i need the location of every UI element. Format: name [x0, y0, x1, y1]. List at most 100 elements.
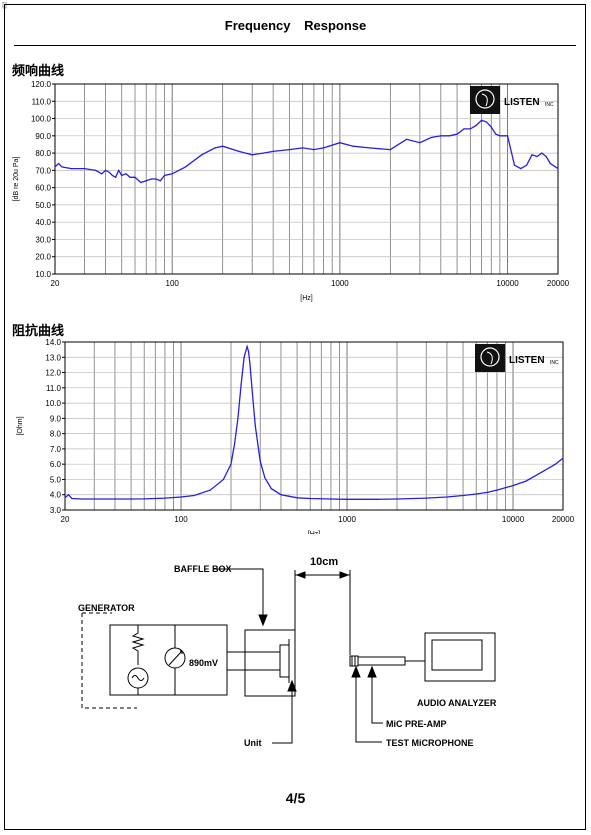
series-line	[64, 344, 564, 500]
data-point	[238, 150, 240, 152]
data-point	[163, 174, 166, 177]
y-tick-label: 10.0	[35, 270, 51, 279]
data-point	[456, 133, 458, 135]
impedance-section-label: 阻抗曲线	[12, 324, 65, 339]
data-point	[129, 176, 131, 178]
y-tick-label: 80.0	[35, 149, 51, 158]
data-point	[513, 164, 516, 166]
data-point	[475, 124, 477, 127]
listen-logo-icon	[475, 344, 505, 372]
plot-frame	[64, 341, 564, 511]
data-point	[339, 142, 341, 144]
data-point	[549, 162, 551, 165]
microphone-icon	[349, 655, 359, 667]
resistor-icon	[131, 625, 145, 665]
data-point	[246, 345, 248, 348]
page-frame	[4, 4, 586, 830]
data-point	[469, 128, 471, 130]
data-point	[405, 138, 408, 140]
y-tick-label: 12.0	[45, 369, 61, 378]
baffle-box	[244, 629, 296, 697]
data-point	[67, 494, 70, 496]
unit-arrow-head	[287, 679, 297, 692]
plot-area	[55, 84, 558, 274]
voltage-label: 890mV	[189, 658, 218, 668]
data-point	[114, 498, 116, 500]
listen-logo-text: LISTEN	[504, 97, 540, 108]
x-tick-label: 100	[166, 279, 180, 288]
y-tick-label: 3.0	[50, 506, 62, 515]
y-tick-label: 110.0	[32, 97, 52, 106]
data-point	[57, 162, 60, 165]
data-point	[155, 178, 157, 180]
data-point	[531, 154, 533, 156]
y-tick-label: 120.0	[31, 80, 52, 89]
x-tick-label: 20	[51, 279, 60, 288]
data-point	[440, 135, 442, 137]
data-point	[71, 497, 73, 500]
x-tick-label: 20000	[552, 515, 575, 524]
data-point	[562, 457, 564, 459]
y-tick-label: 13.0	[45, 353, 61, 362]
data-point	[143, 498, 145, 500]
data-point	[495, 133, 497, 135]
data-point	[130, 498, 132, 500]
data-point	[485, 121, 488, 123]
data-point	[475, 493, 477, 495]
data-point	[249, 362, 251, 364]
data-point	[164, 497, 166, 499]
data-point	[396, 498, 398, 500]
distance-label: 10cm	[310, 556, 338, 568]
data-point	[251, 154, 253, 156]
data-point	[419, 142, 421, 144]
data-point	[140, 181, 142, 184]
data-point	[70, 168, 72, 170]
y-tick-label: 14.0	[45, 338, 61, 347]
data-point	[233, 443, 236, 445]
data-point	[247, 350, 250, 352]
data-point	[280, 494, 282, 496]
data-point	[180, 496, 182, 498]
y-tick-label: 5.0	[50, 475, 62, 484]
data-point	[108, 171, 110, 173]
listen-logo: LISTEN INC	[470, 86, 554, 114]
data-point	[448, 135, 450, 137]
audio-analyzer-box	[424, 632, 496, 682]
generator-inner-box	[109, 624, 228, 696]
y-tick-label: 9.0	[50, 414, 62, 423]
data-point	[506, 135, 509, 137]
impedance-chart: 3.0 4.0 5.0 6.0 7.0 8.0 9.0 10.0 11.0 12.0 13.0 14.…	[17, 338, 575, 534]
data-point	[313, 149, 315, 151]
data-point	[425, 497, 427, 499]
analyzer-screen	[431, 639, 483, 671]
data-point	[323, 147, 325, 149]
data-point	[145, 180, 147, 182]
data-point	[193, 494, 195, 497]
listen-logo-suffix: INC	[550, 360, 559, 366]
y-tick-label: 20.0	[35, 253, 51, 262]
data-point	[346, 498, 348, 500]
data-point	[526, 164, 528, 166]
baffle-arrow-head	[258, 614, 268, 627]
data-point	[302, 147, 304, 149]
data-point	[184, 166, 187, 168]
data-point	[243, 356, 245, 358]
x-tick-label: 10000	[502, 515, 525, 524]
mic-preamp-label: MiC PRE-AMP	[386, 719, 447, 729]
data-point	[288, 149, 290, 151]
data-point	[222, 145, 224, 147]
x-tick-label: 20000	[547, 279, 570, 288]
data-point	[240, 384, 242, 386]
data-point	[389, 149, 391, 151]
data-point	[499, 135, 501, 137]
y-tick-label: 7.0	[50, 445, 62, 454]
data-point	[83, 168, 86, 170]
test-microphone-label: TEST MiCROPHONE	[386, 738, 474, 748]
data-point	[118, 169, 120, 171]
data-point	[368, 147, 370, 149]
data-point	[171, 173, 173, 175]
data-point	[159, 180, 161, 182]
data-point	[230, 463, 232, 465]
data-point	[54, 166, 56, 168]
data-point	[330, 498, 332, 500]
